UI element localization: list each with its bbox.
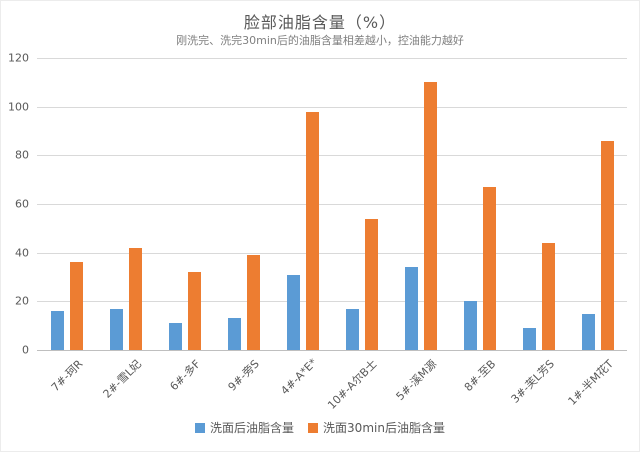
bar-洗面后油脂含量	[109, 308, 123, 350]
x-tick-label: 8#-至B	[461, 357, 499, 394]
legend-swatch	[195, 422, 206, 433]
bar-洗面30min后油脂含量	[423, 82, 437, 350]
bar-洗面后油脂含量	[345, 308, 359, 350]
x-tick-label: 4#-A*E*	[278, 356, 320, 398]
chart-title: 脸部油脂含量（%）	[243, 13, 397, 32]
gridline	[37, 155, 627, 157]
y-tick-label: 40	[15, 246, 29, 260]
x-axis-labels: 7#-珂R 2#-雪L妃 6#-多F 9#-旁S 4#-A*E* 10#-A尔B士 5#-溪…	[37, 353, 627, 417]
y-tick-label: 100	[8, 100, 29, 114]
bar-洗面30min后油脂含量	[305, 111, 319, 350]
bar-洗面30min后油脂含量	[128, 247, 142, 350]
gridline	[37, 252, 627, 254]
bar-洗面后油脂含量	[463, 301, 477, 350]
bar-洗面30min后油脂含量	[187, 272, 201, 350]
legend: 洗面后油脂含量 洗面30min后油脂含量	[1, 419, 639, 436]
bar-洗面后油脂含量	[581, 313, 595, 350]
gridline	[37, 204, 627, 205]
y-tick-label: 80	[15, 148, 29, 162]
bar-洗面后油脂含量	[404, 267, 418, 350]
y-tick-label: 120	[8, 51, 29, 65]
legend-label: 洗面30min后油脂含量	[323, 421, 445, 435]
bar-洗面30min后油脂含量	[600, 140, 614, 350]
bar-洗面30min后油脂含量	[482, 186, 496, 350]
legend-label: 洗面后油脂含量	[210, 421, 295, 435]
gridline	[37, 58, 627, 59]
x-tick-label: 7#-珂R	[48, 357, 86, 395]
x-tick-label: 10#-A尔B士	[325, 357, 381, 412]
plot-area	[37, 58, 627, 351]
bar-洗面后油脂含量	[168, 323, 182, 350]
y-tick-label: 0	[22, 343, 29, 357]
bar-洗面后油脂含量	[522, 328, 536, 350]
legend-item: 洗面30min后油脂含量	[308, 419, 445, 436]
x-tick-label: 9#-旁S	[225, 357, 263, 394]
bar-洗面后油脂含量	[50, 311, 64, 350]
y-axis: 0 20 40 60 80 100 120	[1, 52, 31, 357]
bar-洗面30min后油脂含量	[246, 255, 260, 350]
bar-洗面30min后油脂含量	[69, 262, 83, 350]
x-tick-label: 1#-半M花T	[565, 357, 617, 408]
gridline	[37, 301, 627, 303]
bar-洗面后油脂含量	[227, 318, 241, 350]
x-tick-label: 6#-多F	[167, 357, 204, 394]
chart-subtitle: 刚洗完、洗完30min后的油脂含量相差越小，控油能力越好	[176, 34, 464, 47]
bar-洗面30min后油脂含量	[541, 242, 555, 350]
x-tick-label: 3#-芙L芳S	[508, 357, 558, 406]
bar-洗面30min后油脂含量	[364, 218, 378, 350]
x-axis-line	[37, 350, 627, 351]
gridline	[37, 106, 627, 108]
x-tick-label: 2#-雪L妃	[100, 357, 145, 401]
y-tick-label: 60	[15, 197, 29, 211]
legend-item: 洗面后油脂含量	[195, 419, 294, 436]
bar-洗面后油脂含量	[286, 274, 300, 350]
x-tick-label: 5#-溪M源	[393, 357, 440, 404]
legend-swatch	[308, 422, 319, 433]
y-tick-label: 20	[15, 294, 29, 308]
